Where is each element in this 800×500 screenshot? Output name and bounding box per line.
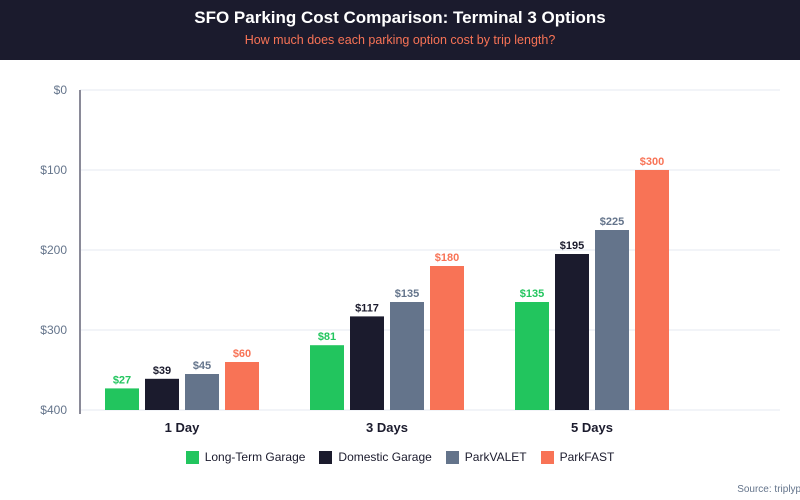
- legend-swatch: [185, 450, 199, 464]
- legend-swatch: [445, 450, 459, 464]
- bar: [555, 254, 589, 410]
- data-label: $117: [355, 302, 379, 314]
- data-label: $225: [600, 216, 624, 228]
- chart-header: SFO Parking Cost Comparison: Terminal 3 …: [0, 0, 800, 60]
- bar: [145, 378, 179, 410]
- y-tick-label: $200: [40, 243, 67, 257]
- bar: [185, 374, 219, 410]
- data-label: $39: [153, 365, 171, 377]
- bar: [225, 362, 259, 410]
- data-label: $27: [113, 374, 131, 386]
- legend-item: ParkVALET: [445, 450, 527, 464]
- legend-item: ParkFAST: [540, 450, 615, 464]
- bar: [595, 230, 629, 410]
- y-tick-label: $100: [40, 163, 67, 177]
- y-tick-label: $400: [40, 403, 67, 417]
- bar: [310, 345, 344, 410]
- data-label: $135: [395, 288, 419, 300]
- legend-item: Long-Term Garage: [185, 450, 306, 464]
- bar: [430, 266, 464, 410]
- legend-item: Domestic Garage: [319, 450, 432, 464]
- bar: [105, 388, 139, 410]
- data-label: $81: [318, 331, 336, 343]
- bar: [635, 170, 669, 410]
- bar: [390, 302, 424, 410]
- chart-subtitle: How much does each parking option cost b…: [244, 33, 556, 47]
- data-label: $300: [640, 156, 664, 168]
- y-tick-label: $0: [54, 83, 68, 97]
- x-tick-label: 1 Day: [165, 420, 200, 435]
- y-tick-label: $300: [40, 323, 67, 337]
- data-label: $45: [193, 360, 211, 372]
- legend-swatch: [540, 450, 554, 464]
- x-tick-label: 5 Days: [571, 420, 613, 435]
- x-tick-label: 3 Days: [366, 420, 408, 435]
- legend: Long-Term Garage Domestic Garage ParkVALET…: [0, 450, 800, 464]
- bar: [515, 302, 549, 410]
- legend-label: Domestic Garage: [338, 450, 432, 464]
- legend-label: ParkVALET: [464, 450, 527, 464]
- bar: [350, 316, 384, 410]
- data-label: $135: [520, 288, 544, 300]
- data-label: $180: [435, 252, 459, 264]
- data-label: $195: [560, 240, 584, 252]
- legend-label: ParkFAST: [559, 450, 615, 464]
- chart-title: SFO Parking Cost Comparison: Terminal 3 …: [194, 8, 606, 27]
- source-note: Source: triplypro: [737, 484, 800, 495]
- legend-label: Long-Term Garage: [204, 450, 306, 464]
- legend-swatch: [319, 450, 333, 464]
- data-label: $60: [233, 348, 251, 360]
